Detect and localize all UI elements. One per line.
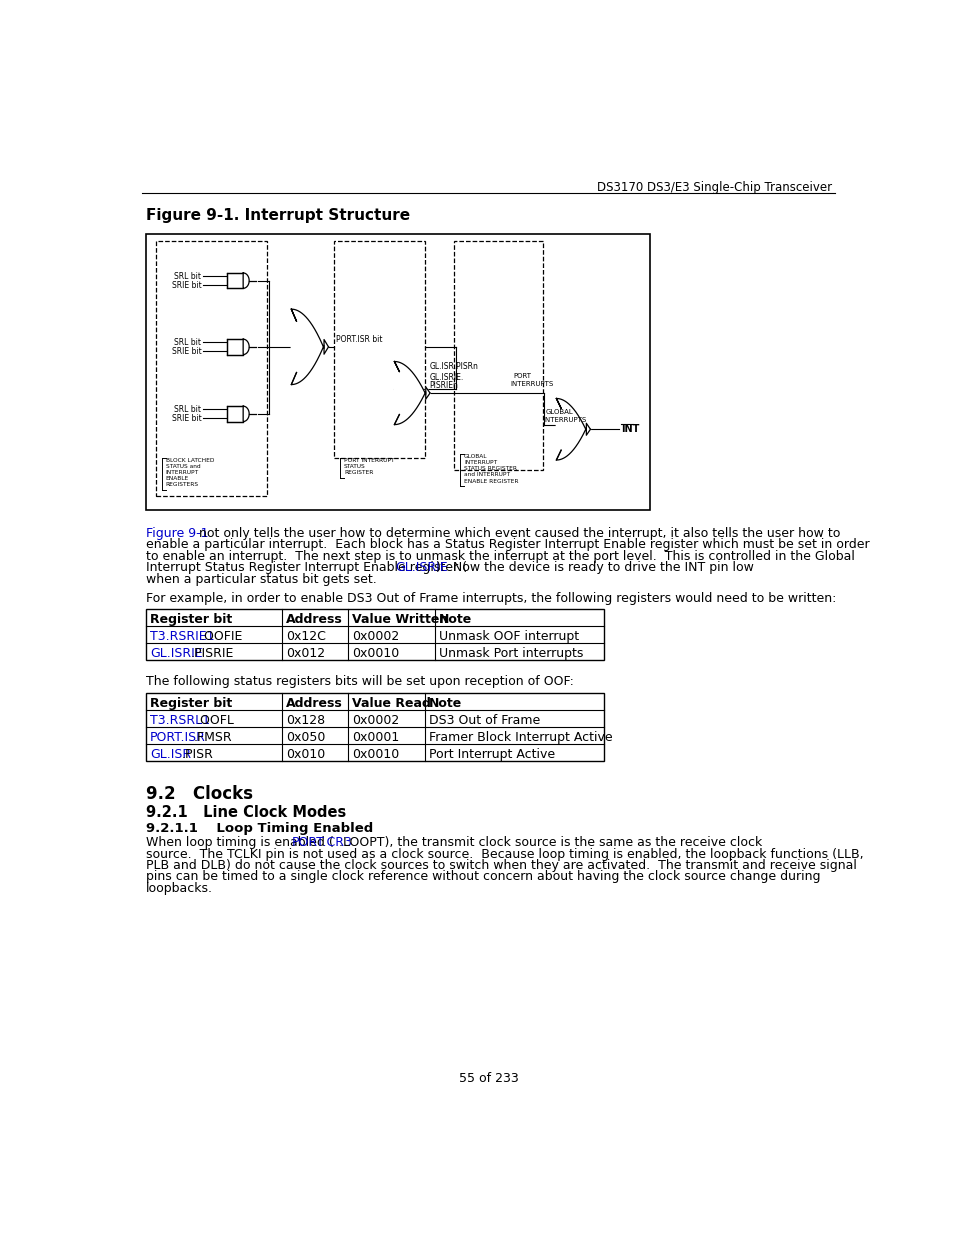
Text: Framer Block Interrupt Active: Framer Block Interrupt Active [429, 731, 612, 743]
Text: BLOCK LATCHED: BLOCK LATCHED [166, 458, 213, 463]
Text: SRL bit: SRL bit [174, 337, 201, 347]
Text: 9.2   Clocks: 9.2 Clocks [146, 785, 253, 804]
Text: .PISRIE: .PISRIE [191, 647, 234, 659]
Text: when a particular status bit gets set.: when a particular status bit gets set. [146, 573, 376, 585]
Text: .FMSR: .FMSR [193, 731, 232, 743]
Text: GL.ISRIE.: GL.ISRIE. [429, 373, 463, 382]
Text: GL.ISR: GL.ISR [150, 747, 192, 761]
Text: 0x0002: 0x0002 [352, 714, 398, 727]
Bar [227, 340, 243, 354]
Text: 55 of 233: 55 of 233 [458, 1072, 518, 1086]
Polygon shape [394, 362, 430, 425]
Text: GLOBAL: GLOBAL [464, 454, 487, 459]
Text: REGISTER: REGISTER [344, 471, 373, 475]
Text: For example, in order to enable DS3 Out of Frame interrupts, the following regis: For example, in order to enable DS3 Out … [146, 592, 836, 605]
Text: .LOOPT), the transmit clock source is the same as the receive clock: .LOOPT), the transmit clock source is th… [338, 836, 761, 850]
Polygon shape [243, 340, 249, 354]
Text: ENABLE: ENABLE [166, 477, 189, 482]
Text: Address: Address [286, 697, 342, 710]
Text: enable a particular interrupt.  Each block has a Status Register Interrupt Enabl: enable a particular interrupt. Each bloc… [146, 538, 869, 552]
Text: loopbacks.: loopbacks. [146, 882, 213, 895]
Polygon shape [243, 273, 249, 288]
Text: not only tells the user how to determine which event caused the interrupt, it al: not only tells the user how to determine… [194, 527, 840, 540]
Text: GL.ISRIE: GL.ISRIE [150, 647, 203, 659]
Polygon shape [556, 399, 590, 461]
Text: GL.ISR.PISRn: GL.ISR.PISRn [429, 362, 477, 370]
Text: and INTERRUPT: and INTERRUPT [464, 472, 510, 478]
Text: STATUS and: STATUS and [166, 464, 200, 469]
Polygon shape [243, 406, 249, 421]
Text: T3.RSRIE1: T3.RSRIE1 [150, 630, 214, 643]
Text: INTERRUPT: INTERRUPT [464, 461, 497, 466]
Text: 0x0002: 0x0002 [352, 630, 398, 643]
Text: 0x010: 0x010 [286, 747, 325, 761]
Text: pins can be timed to a single clock reference without concern about having the c: pins can be timed to a single clock refe… [146, 871, 820, 883]
Text: source.  The TCLKI pin is not used as a clock source.  Because loop timing is en: source. The TCLKI pin is not used as a c… [146, 847, 863, 861]
Text: to enable an interrupt.  The next step is to unmask the interrupt at the port le: to enable an interrupt. The next step is… [146, 550, 854, 563]
Text: GL.ISRIE: GL.ISRIE [395, 561, 447, 574]
Text: REGISTERS: REGISTERS [166, 483, 198, 488]
Text: T3.RSRL1: T3.RSRL1 [150, 714, 210, 727]
Text: 0x12C: 0x12C [286, 630, 325, 643]
Text: 0x0010: 0x0010 [352, 647, 398, 659]
Text: 0x128: 0x128 [286, 714, 325, 727]
Text: PORT: PORT [513, 373, 531, 379]
Text: Unmask OOF interrupt: Unmask OOF interrupt [438, 630, 578, 643]
Bar [146, 235, 649, 510]
Text: Note: Note [429, 697, 462, 710]
Bar [146, 609, 603, 659]
Text: Interrupt Status Register Interrupt Enable register (: Interrupt Status Register Interrupt Enab… [146, 561, 467, 574]
Text: Register bit: Register bit [150, 697, 233, 710]
Text: PISRIEn: PISRIEn [429, 380, 457, 390]
Text: Figure 9-1. Interrupt Structure: Figure 9-1. Interrupt Structure [146, 209, 410, 224]
Text: When loop timing is enabled (: When loop timing is enabled ( [146, 836, 334, 850]
Text: PORT.CR3: PORT.CR3 [292, 836, 353, 850]
Text: .OOFL: .OOFL [196, 714, 234, 727]
Bar [155, 241, 266, 496]
Text: Unmask Port interrupts: Unmask Port interrupts [438, 647, 582, 659]
Text: INTERRUPTS: INTERRUPTS [510, 380, 554, 387]
Text: Value Read: Value Read [352, 697, 430, 710]
Text: 0x0010: 0x0010 [352, 747, 398, 761]
Text: DS3 Out of Frame: DS3 Out of Frame [429, 714, 540, 727]
Text: Address: Address [286, 613, 342, 626]
Text: 9.2.1   Line Clock Modes: 9.2.1 Line Clock Modes [146, 805, 346, 820]
Bar [227, 406, 243, 421]
Text: Value Written: Value Written [352, 613, 448, 626]
Text: PORT.ISR bit: PORT.ISR bit [335, 335, 382, 343]
Bar [454, 241, 542, 471]
Text: .PISR: .PISR [182, 747, 213, 761]
Bar [227, 273, 243, 288]
Text: PORT INTERRUPT: PORT INTERRUPT [344, 458, 395, 463]
Text: DS3170 DS3/E3 Single-Chip Transceiver: DS3170 DS3/E3 Single-Chip Transceiver [597, 182, 831, 194]
Text: INTERRUPT: INTERRUPT [166, 471, 198, 475]
Text: SRIE bit: SRIE bit [172, 414, 201, 422]
Text: SRIE bit: SRIE bit [172, 347, 201, 356]
Text: STATUS: STATUS [344, 464, 365, 469]
Text: PLB and DLB) do not cause the clock sources to switch when they are activated.  : PLB and DLB) do not cause the clock sour… [146, 860, 857, 872]
Text: INTERRUPTS: INTERRUPTS [542, 417, 586, 424]
Text: SRIE bit: SRIE bit [172, 280, 201, 290]
Text: 0x012: 0x012 [286, 647, 325, 659]
Text: .OOFIE: .OOFIE [200, 630, 242, 643]
Text: 9.2.1.1    Loop Timing Enabled: 9.2.1.1 Loop Timing Enabled [146, 823, 374, 835]
Text: 0x050: 0x050 [286, 731, 325, 743]
Text: Port Interrupt Active: Port Interrupt Active [429, 747, 555, 761]
Text: GLOBAL: GLOBAL [545, 409, 573, 415]
Text: Note: Note [438, 613, 472, 626]
Text: ENABLE REGISTER: ENABLE REGISTER [464, 478, 518, 484]
Polygon shape [291, 309, 328, 384]
Bar [146, 693, 603, 761]
Text: Figure 9-1: Figure 9-1 [146, 527, 209, 540]
Text: The following status registers bits will be set upon reception of OOF:: The following status registers bits will… [146, 676, 574, 688]
Text: SRL bit: SRL bit [174, 405, 201, 414]
Text: SRL bit: SRL bit [174, 272, 201, 280]
Text: Register bit: Register bit [150, 613, 233, 626]
Text: ).  Now the device is ready to drive the INT pin low: ). Now the device is ready to drive the … [436, 561, 753, 574]
Text: 0x0001: 0x0001 [352, 731, 398, 743]
Text: PORT.ISR: PORT.ISR [150, 731, 206, 743]
Bar [334, 241, 425, 458]
Text: INT: INT [620, 425, 639, 435]
Text: STATUS REGISTER: STATUS REGISTER [464, 466, 517, 472]
